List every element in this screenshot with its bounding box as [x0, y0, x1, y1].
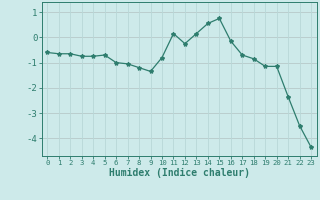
X-axis label: Humidex (Indice chaleur): Humidex (Indice chaleur) — [109, 168, 250, 178]
